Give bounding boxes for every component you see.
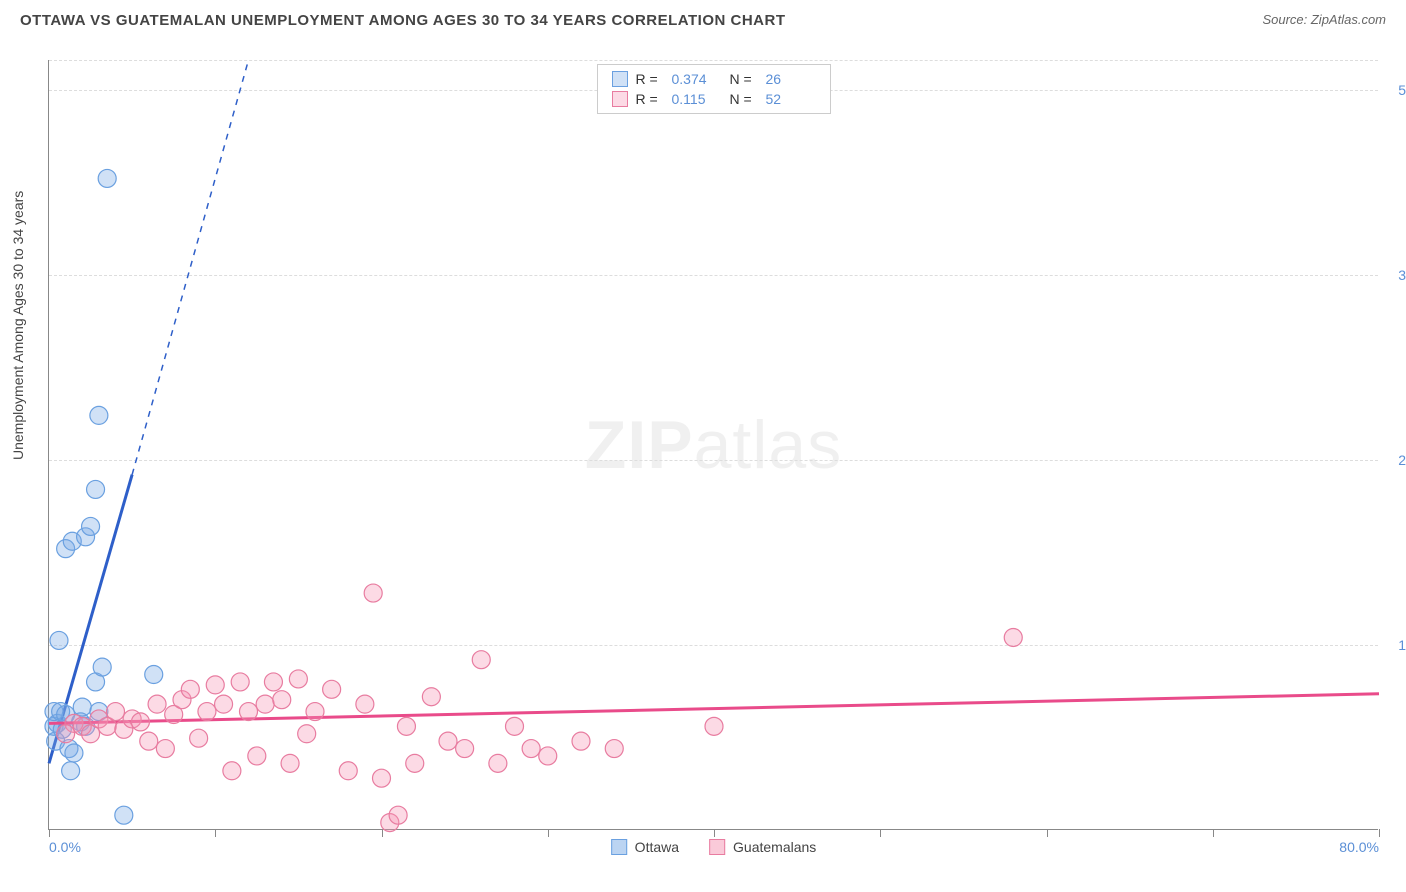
n-value-ottawa: 26	[766, 71, 816, 87]
n-label: N =	[730, 91, 758, 107]
y-tick-label: 37.5%	[1398, 267, 1406, 283]
legend-label-ottawa: Ottawa	[635, 839, 679, 855]
r-value-ottawa: 0.374	[672, 71, 722, 87]
title-bar: OTTAWA VS GUATEMALAN UNEMPLOYMENT AMONG …	[0, 0, 1406, 37]
x-tick-label: 80.0%	[1339, 839, 1379, 855]
y-tick-label: 50.0%	[1398, 82, 1406, 98]
scatter-plot	[49, 60, 1378, 829]
y-tick-label: 12.5%	[1398, 637, 1406, 653]
source-attribution: Source: ZipAtlas.com	[1262, 12, 1386, 27]
stats-row-ottawa: R = 0.374 N = 26	[612, 69, 816, 89]
chart-container: Unemployment Among Ages 30 to 34 years Z…	[0, 40, 1406, 870]
stats-legend: R = 0.374 N = 26 R = 0.115 N = 52	[597, 64, 831, 114]
r-value-guatemalans: 0.115	[672, 91, 722, 107]
swatch-ottawa	[612, 71, 628, 87]
bottom-legend: Ottawa Guatemalans	[611, 839, 817, 855]
legend-item-ottawa: Ottawa	[611, 839, 679, 855]
x-tick-label: 0.0%	[49, 839, 81, 855]
y-tick-label: 25.0%	[1398, 452, 1406, 468]
r-label: R =	[636, 91, 664, 107]
chart-title: OTTAWA VS GUATEMALAN UNEMPLOYMENT AMONG …	[20, 12, 786, 29]
legend-item-guatemalans: Guatemalans	[709, 839, 816, 855]
legend-label-guatemalans: Guatemalans	[733, 839, 816, 855]
y-axis-label: Unemployment Among Ages 30 to 34 years	[10, 191, 26, 460]
swatch-guatemalans	[612, 91, 628, 107]
plot-area: ZIPatlas 12.5%25.0%37.5%50.0% 0.0%80.0% …	[48, 60, 1378, 830]
legend-swatch-ottawa	[611, 839, 627, 855]
legend-swatch-guatemalans	[709, 839, 725, 855]
n-value-guatemalans: 52	[766, 91, 816, 107]
stats-row-guatemalans: R = 0.115 N = 52	[612, 89, 816, 109]
r-label: R =	[636, 71, 664, 87]
n-label: N =	[730, 71, 758, 87]
